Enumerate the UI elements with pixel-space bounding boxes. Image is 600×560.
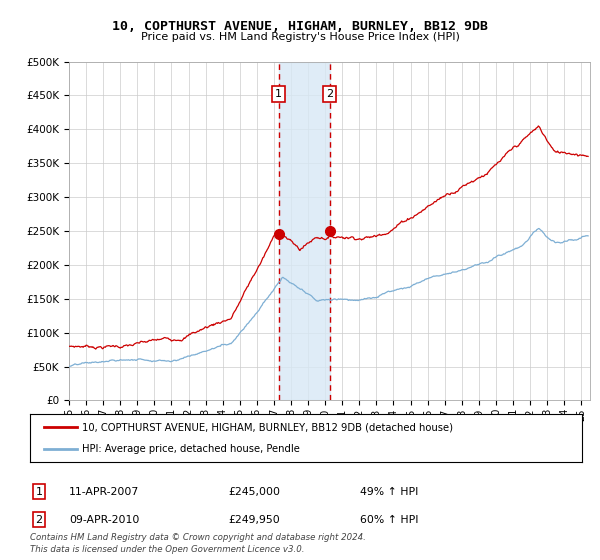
Text: 1: 1 (35, 487, 43, 497)
Text: 09-APR-2010: 09-APR-2010 (69, 515, 139, 525)
Text: 49% ↑ HPI: 49% ↑ HPI (360, 487, 418, 497)
Text: £249,950: £249,950 (228, 515, 280, 525)
Text: Contains HM Land Registry data © Crown copyright and database right 2024.: Contains HM Land Registry data © Crown c… (30, 533, 366, 542)
Text: 10, COPTHURST AVENUE, HIGHAM, BURNLEY, BB12 9DB (detached house): 10, COPTHURST AVENUE, HIGHAM, BURNLEY, B… (82, 422, 454, 432)
Text: 10, COPTHURST AVENUE, HIGHAM, BURNLEY, BB12 9DB: 10, COPTHURST AVENUE, HIGHAM, BURNLEY, B… (112, 20, 488, 32)
Text: 2: 2 (326, 89, 334, 99)
Text: Price paid vs. HM Land Registry's House Price Index (HPI): Price paid vs. HM Land Registry's House … (140, 32, 460, 43)
Text: 60% ↑ HPI: 60% ↑ HPI (360, 515, 419, 525)
Text: 11-APR-2007: 11-APR-2007 (69, 487, 139, 497)
Text: 1: 1 (275, 89, 282, 99)
Text: This data is licensed under the Open Government Licence v3.0.: This data is licensed under the Open Gov… (30, 545, 305, 554)
Text: 2: 2 (35, 515, 43, 525)
Text: HPI: Average price, detached house, Pendle: HPI: Average price, detached house, Pend… (82, 444, 301, 454)
Text: £245,000: £245,000 (228, 487, 280, 497)
Bar (278, 62, 330, 400)
